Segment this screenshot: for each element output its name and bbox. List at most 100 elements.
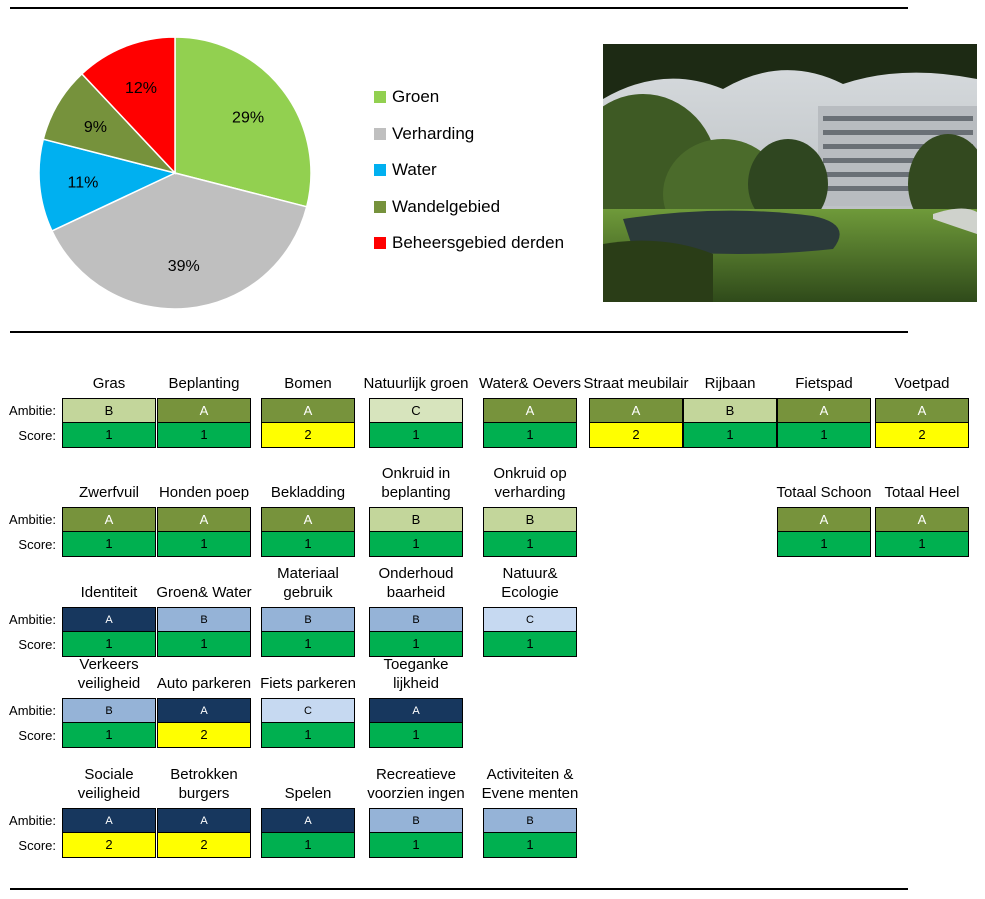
criterion-title: Bekladding: [270, 484, 346, 501]
legend-item: Groen: [374, 87, 439, 107]
criterion-cell: Auto parkeren A 2: [157, 675, 251, 748]
criterion-title: Auto parkeren: [156, 675, 252, 692]
legend-label: Water: [392, 160, 437, 179]
criterion-cell: Totaal Schoon A 1: [776, 484, 872, 557]
ambitie-value: A: [157, 698, 251, 723]
legend-swatch: [374, 127, 386, 140]
criterion-title: Verkeers veiligheid: [77, 656, 141, 692]
criterion-cell: Betrokken burgers A 2: [157, 766, 251, 858]
criterion-title: Toeganke lijkheid: [383, 656, 449, 692]
ambitie-value: A: [589, 398, 683, 423]
criterion-cell: Natuur& Ecologie C 1: [483, 565, 577, 657]
criterion-title: Totaal Heel: [884, 484, 960, 501]
pie-chart: 29% 39% 11% 9% 12%: [38, 36, 312, 310]
ambitie-value: B: [369, 507, 463, 532]
legend-item: Verharding: [374, 124, 474, 144]
ambitie-value: B: [261, 607, 355, 632]
score-value: 1: [62, 423, 156, 448]
criterion-title: Onderhoud baarheid: [378, 565, 454, 601]
score-value: 1: [683, 423, 777, 448]
criterion-cell: Onkruid op verharding B 1: [483, 465, 577, 557]
criterion-title: Voetpad: [894, 375, 950, 392]
ambitie-value: A: [483, 398, 577, 423]
criterion-title: Fiets parkeren: [260, 675, 356, 692]
score-value: 2: [589, 423, 683, 448]
score-row-label: Score:: [18, 637, 56, 652]
middle-divider: [10, 331, 908, 333]
score-value: 1: [261, 632, 355, 657]
legend-swatch: [374, 164, 386, 176]
ambitie-value: C: [261, 698, 355, 723]
criterion-cell: Straat meubilair A 2: [583, 375, 689, 448]
criterion-cell: Identiteit A 1: [62, 584, 156, 657]
criterion-title: Recreatieve voorzien ingen: [367, 766, 465, 802]
ambitie-value: C: [483, 607, 577, 632]
ambitie-value: A: [62, 507, 156, 532]
ambitie-value: C: [369, 398, 463, 423]
pie-data-label: 12%: [125, 80, 157, 97]
criterion-title: Totaal Schoon: [776, 484, 872, 501]
ambitie-value: B: [369, 808, 463, 833]
criterion-title: Honden poep: [158, 484, 250, 501]
score-value: 1: [483, 423, 577, 448]
ambitie-value: A: [875, 507, 969, 532]
score-row-label: Score:: [18, 537, 56, 552]
ambitie-row-label: Ambitie:: [9, 813, 56, 828]
criterion-cell: Natuurlijk groen C 1: [363, 375, 469, 448]
criterion-cell: Rijbaan B 1: [683, 375, 777, 448]
pie-data-label: 29%: [232, 109, 264, 126]
ambitie-value: B: [483, 507, 577, 532]
criterion-cell: Activiteiten & Evene menten B 1: [482, 766, 578, 858]
criterion-cell: Spelen A 1: [261, 785, 355, 858]
score-value: 1: [62, 632, 156, 657]
criterion-cell: Verkeers veiligheid B 1: [62, 656, 156, 748]
criterion-title: Gras: [92, 375, 126, 392]
criterion-title: Rijbaan: [704, 375, 756, 392]
score-value: 1: [261, 833, 355, 858]
legend-swatch: [374, 200, 386, 213]
score-value: 1: [62, 532, 156, 557]
criterion-title: Straat meubilair: [583, 375, 689, 392]
ambitie-value: A: [157, 398, 251, 423]
ambitie-value: A: [777, 507, 871, 532]
score-value: 1: [875, 532, 969, 557]
criterion-cell: Sociale veiligheid A 2: [62, 766, 156, 858]
ambitie-row-label: Ambitie:: [9, 512, 56, 527]
score-row-label: Score:: [18, 428, 56, 443]
park-photo: [603, 44, 977, 302]
ambitie-value: A: [777, 398, 871, 423]
score-value: 1: [483, 532, 577, 557]
pie-slice-groen: [174, 36, 312, 208]
score-value: 1: [261, 532, 355, 557]
criterion-cell: Toeganke lijkheid A 1: [369, 656, 463, 748]
criterion-title: Identiteit: [80, 584, 138, 601]
score-value: 1: [777, 423, 871, 448]
ambitie-value: B: [483, 808, 577, 833]
criterion-cell: Fiets parkeren C 1: [260, 675, 356, 748]
criterion-title: Onkruid op verharding: [493, 465, 567, 501]
criterion-cell: Beplanting A 1: [157, 375, 251, 448]
ambitie-value: B: [62, 398, 156, 423]
score-value: 1: [157, 632, 251, 657]
criterion-cell: Onderhoud baarheid B 1: [369, 565, 463, 657]
score-value: 1: [369, 833, 463, 858]
criterion-cell: Recreatieve voorzien ingen B 1: [367, 766, 465, 858]
criterion-cell: Gras B 1: [62, 375, 156, 448]
criterion-title: Activiteiten & Evene menten: [481, 766, 579, 802]
legend-swatch: [374, 91, 386, 103]
score-row-label: Score:: [18, 728, 56, 743]
ambitie-value: A: [369, 698, 463, 723]
criterion-title: Natuurlijk groen: [363, 375, 469, 392]
criterion-cell: Voetpad A 2: [875, 375, 969, 448]
score-value: 2: [157, 723, 251, 748]
score-value: 1: [369, 532, 463, 557]
criterion-cell: Totaal Heel A 1: [875, 484, 969, 557]
score-value: 1: [369, 423, 463, 448]
legend-label: Groen: [392, 87, 440, 106]
criterion-title: Betrokken burgers: [170, 766, 238, 802]
score-value: 2: [875, 423, 969, 448]
pie-slice-water: [38, 138, 178, 232]
top-divider: [10, 7, 908, 9]
ambitie-value: A: [62, 808, 156, 833]
score-value: 2: [261, 423, 355, 448]
